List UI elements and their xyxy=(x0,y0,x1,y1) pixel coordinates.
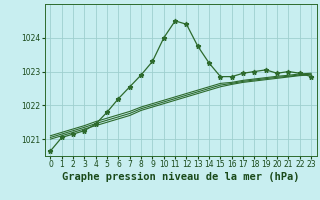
X-axis label: Graphe pression niveau de la mer (hPa): Graphe pression niveau de la mer (hPa) xyxy=(62,172,300,182)
